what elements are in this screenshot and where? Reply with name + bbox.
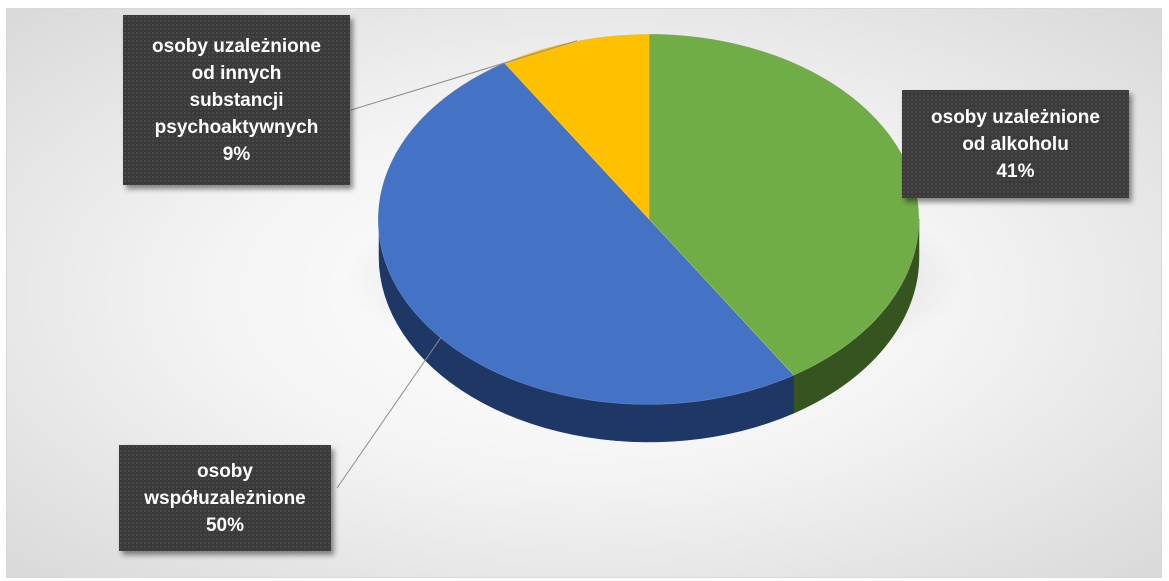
data-label-inne-substancje: osoby uzależnione od innych substancji p… — [123, 15, 350, 185]
data-label-value: 50% — [205, 514, 245, 536]
data-label-value: 9% — [222, 143, 251, 165]
data-label-value: 41% — [996, 160, 1035, 182]
chart-area: osoby uzależnione od alkoholu 41% osoby … — [6, 8, 1162, 578]
data-label-text: psychoaktywnych — [154, 116, 319, 138]
data-label-wspoluzaleznione: osoby współuzależnione 50% — [119, 445, 331, 551]
data-label-text: od innych — [191, 62, 282, 84]
data-label-text: współuzależnione — [144, 487, 306, 509]
pie-chart — [336, 33, 965, 489]
data-label-text: substancji — [189, 89, 284, 111]
data-label-text: osoby uzależnione — [931, 106, 1100, 128]
data-label-text: osoby — [197, 460, 253, 482]
leader-line — [350, 40, 578, 111]
data-label-text: od alkoholu — [962, 133, 1069, 155]
data-label-text: osoby uzależnione — [152, 35, 321, 57]
pie-slice — [377, 62, 795, 405]
leader-line — [336, 336, 442, 489]
data-label-alkohol: osoby uzależnione od alkoholu 41% — [902, 90, 1129, 198]
